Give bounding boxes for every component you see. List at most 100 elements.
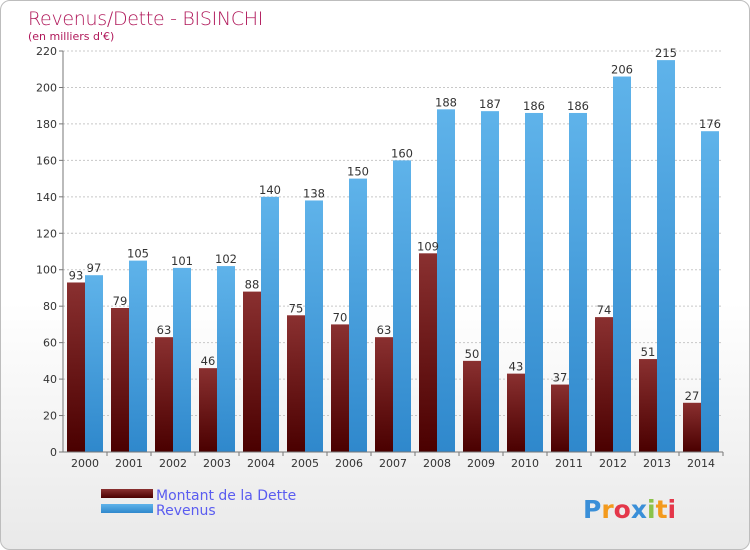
legend-label-revenus: Revenus [156,503,216,519]
bar-debt-2003 [199,368,217,452]
bar-revenus-2006 [349,178,367,452]
x-tick-label: 2001 [115,457,143,470]
data-label: 140 [259,183,281,197]
x-tick-label: 2002 [159,457,187,470]
bar-debt-2014 [683,402,701,452]
x-tick-label: 2004 [247,457,275,470]
data-label: 74 [597,303,612,317]
bar-revenus-2007 [393,160,411,452]
chart-subtitle: (en milliers d'€) [28,30,114,43]
bar-debt-2002 [155,337,173,452]
legend: Montant de la Dette Revenus [101,488,296,519]
data-label: 188 [435,95,457,109]
x-tick-label: 2010 [511,457,539,470]
bar-debt-2010 [507,373,525,452]
logo-letter: o [614,495,631,524]
x-tick-label: 2013 [643,457,671,470]
y-tick-label: 60 [43,337,57,350]
logo-letter: i [647,495,656,524]
data-label: 50 [465,347,480,361]
data-label: 43 [509,360,524,374]
logo-text: Proxiti [583,495,676,524]
y-tick-label: 20 [43,410,57,423]
data-label: 27 [685,389,700,403]
data-label: 186 [523,99,545,113]
bar-revenus-2013 [657,60,675,452]
bar-revenus-2001 [129,260,147,452]
data-label: 109 [417,239,439,253]
y-tick-label: 220 [36,45,57,58]
y-tick-label: 100 [36,264,57,277]
y-tick-label: 160 [36,154,57,167]
logo-letter: i [668,495,677,524]
y-tick-label: 40 [43,373,57,386]
data-label: 102 [215,252,237,266]
proxiti-logo: Proxiti [583,495,676,524]
logo-letter: r [601,495,614,524]
bar-revenus-2008 [437,109,455,452]
data-label: 150 [347,165,369,179]
data-label: 160 [391,146,413,160]
bar-debt-2005 [287,315,305,452]
bar-debt-2013 [639,359,657,452]
x-tick-label: 2011 [555,457,583,470]
data-label: 75 [289,301,304,315]
bar-debt-2006 [331,324,349,452]
bar-debt-2011 [551,384,569,452]
bar-revenus-2014 [701,131,719,452]
chart-title: Revenus/Dette - BISINCHI [28,8,263,30]
bar-revenus-2004 [261,196,279,452]
legend-swatch-revenus [101,504,153,513]
data-label: 63 [377,323,392,337]
data-label: 46 [201,354,216,368]
logo-letter: P [583,495,601,524]
data-label: 206 [611,63,633,77]
bar-revenus-2009 [481,111,499,453]
x-tick-label: 2003 [203,457,231,470]
data-label: 186 [567,99,589,113]
y-tick-label: 80 [43,300,57,313]
x-tick-label: 2007 [379,457,407,470]
data-label: 88 [245,278,260,292]
x-tick-label: 2009 [467,457,495,470]
axes: 0 20 40 60 80 100 120 140 160 180 200 220 2000 2001 20… [36,45,724,470]
data-label: 51 [641,345,656,359]
x-tick-label: 2006 [335,457,363,470]
data-label: 79 [113,294,128,308]
x-tick-label: 2005 [291,457,319,470]
data-label: 105 [127,247,149,261]
x-tick-label: 2008 [423,457,451,470]
bar-revenus-2010 [525,112,543,453]
data-label: 93 [69,268,84,282]
logo-letter: t [656,495,668,524]
y-tick-label: 120 [36,227,57,240]
data-label: 138 [303,186,325,200]
bar-debt-2007 [375,337,393,452]
data-label: 63 [157,323,172,337]
data-label: 187 [479,97,501,111]
bar-debt-2004 [243,291,261,452]
bar-revenus-2000 [85,275,103,452]
y-tick-label: 180 [36,118,57,131]
bar-revenus-2012 [613,76,631,452]
bars [67,60,719,453]
x-tick-label: 2014 [687,457,715,470]
bar-debt-2008 [419,253,437,452]
bar-revenus-2003 [217,266,235,452]
bar-debt-2000 [67,282,85,452]
data-label: 97 [87,261,102,275]
data-label: 101 [171,254,193,268]
logo-letter: x [631,495,647,524]
y-tick-label: 0 [50,446,57,459]
data-label: 215 [655,46,677,60]
data-label: 37 [553,371,568,385]
y-tick-label: 200 [36,81,57,94]
bar-debt-2001 [111,308,129,452]
data-label: 176 [699,117,721,131]
legend-label-debt: Montant de la Dette [156,488,296,504]
data-label: 70 [333,310,348,324]
bar-revenus-2002 [173,267,191,452]
